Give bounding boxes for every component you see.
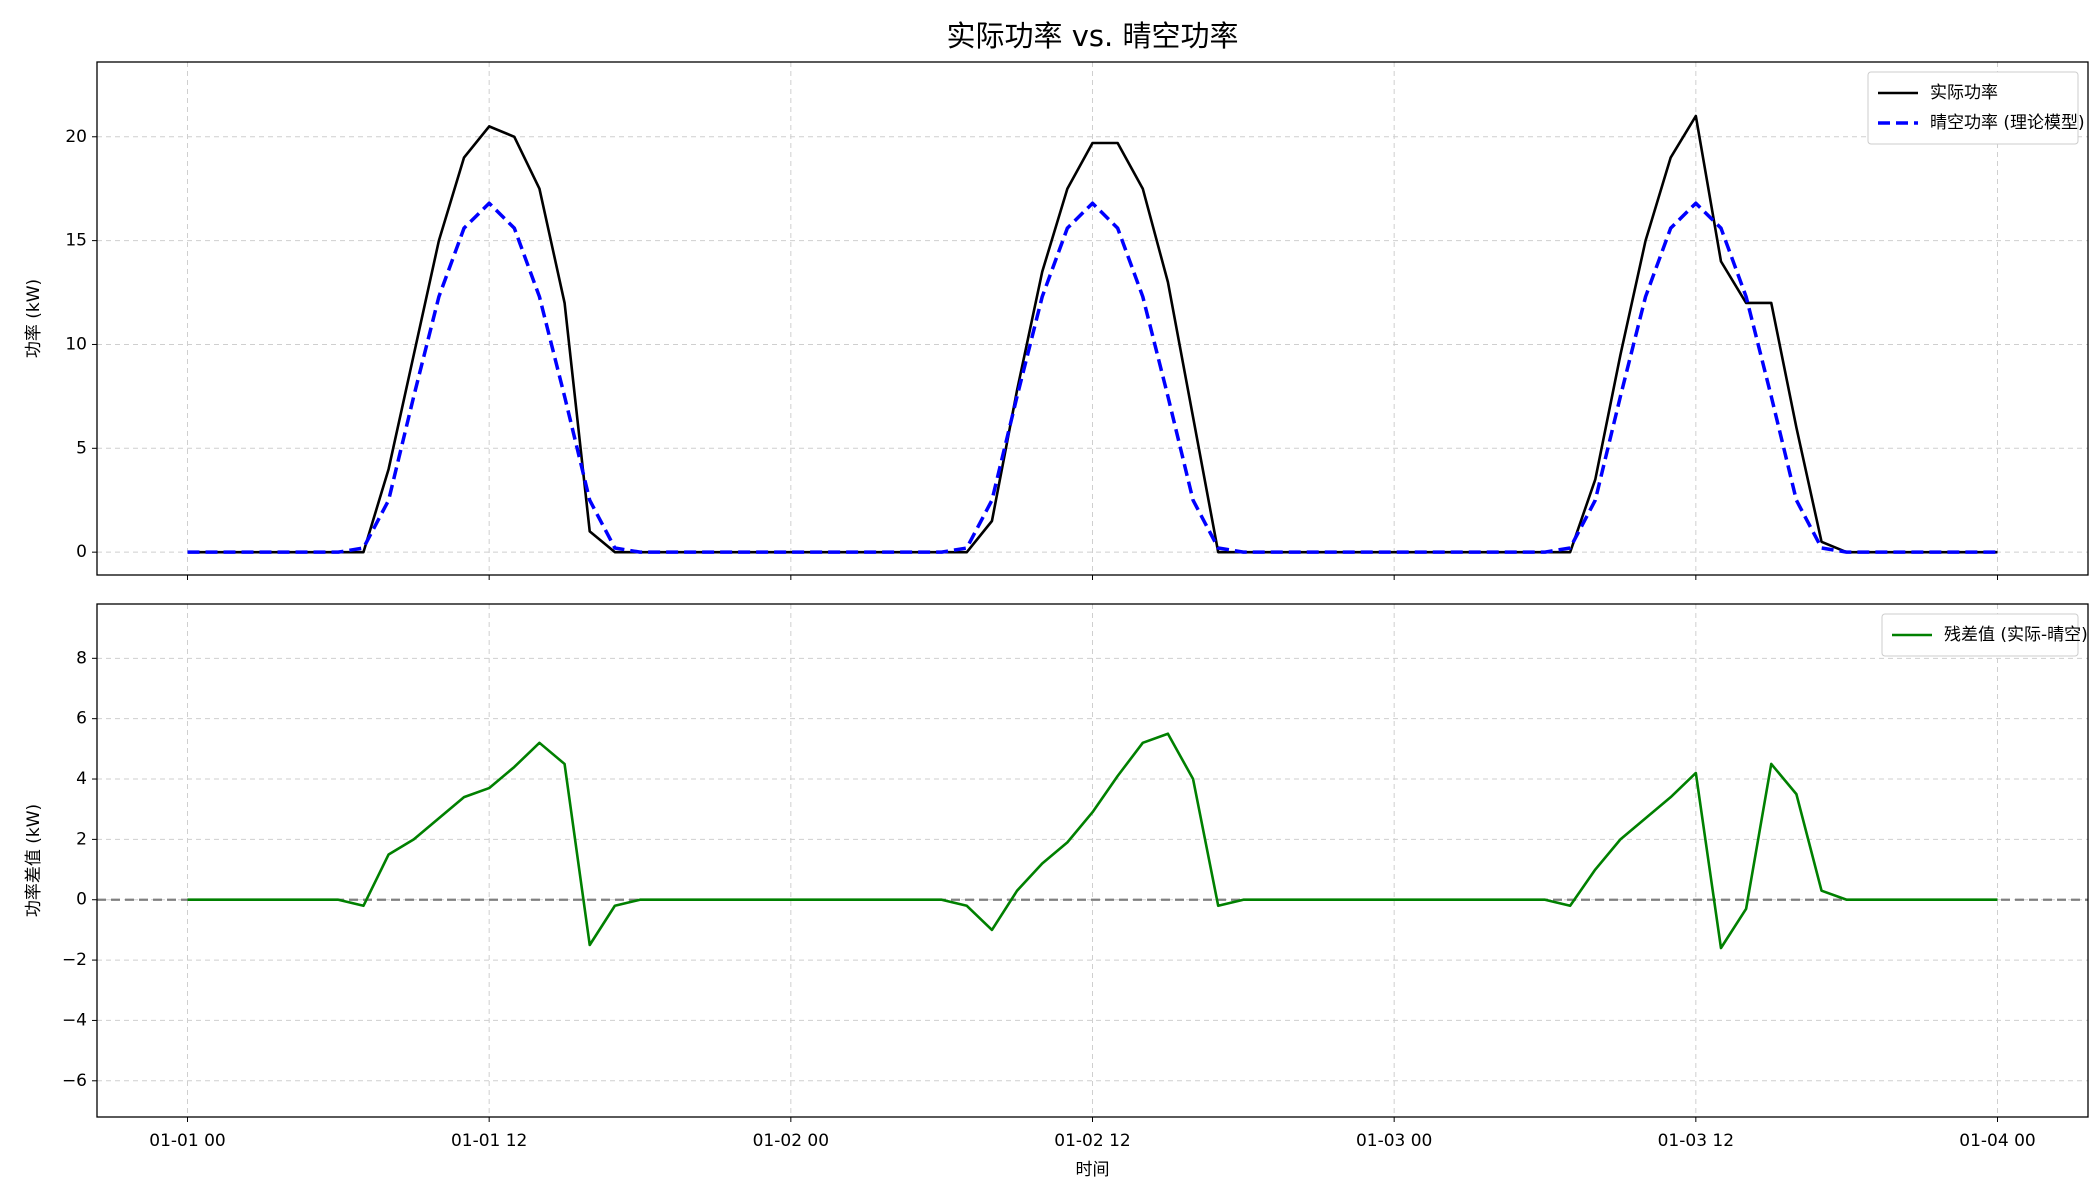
series-line [187, 114, 1998, 554]
legend: 残差值 (实际-晴空) [1881, 613, 2088, 657]
y-tick-label: 2 [76, 829, 87, 849]
x-tick-label: 01-04 00 [1959, 1131, 2035, 1151]
x-axis-label: 时间 [1076, 1160, 1110, 1180]
y-tick-label: 0 [76, 542, 87, 562]
plot-frame [96, 603, 2089, 1118]
x-tick-label: 01-02 12 [1054, 1131, 1130, 1151]
y-tick-label: −2 [62, 950, 87, 970]
plot-frame [96, 61, 2089, 576]
legend-box [1867, 71, 2079, 145]
y-tick-label: 6 [76, 709, 87, 729]
y-tick-label: 20 [65, 127, 87, 147]
y-tick-label: −4 [62, 1010, 87, 1030]
y-tick-label: 5 [76, 438, 87, 458]
series-line [187, 732, 1998, 950]
legend-label: 实际功率 [1930, 83, 1998, 103]
y-tick-label: 15 [65, 231, 87, 251]
x-tick-label: 01-01 00 [149, 1131, 225, 1151]
y-tick-label: 8 [76, 648, 87, 668]
legend-label: 晴空功率 (理论模型) [1930, 113, 2085, 133]
x-tick-label: 01-03 12 [1658, 1131, 1734, 1151]
legend-box [1881, 613, 2079, 657]
x-tick-label: 01-01 12 [451, 1131, 527, 1151]
chart-title: 实际功率 vs. 晴空功率 [947, 19, 1239, 53]
y-tick-label: 0 [76, 890, 87, 910]
y-tick-label: 4 [76, 769, 87, 789]
y-tick-label: −6 [62, 1071, 87, 1091]
y-axis-label: 功率 (kW) [24, 279, 44, 358]
series-line [187, 201, 1998, 554]
x-tick-label: 01-03 00 [1356, 1131, 1432, 1151]
legend-label: 残差值 (实际-晴空) [1944, 625, 2088, 645]
x-tick-label: 01-02 00 [753, 1131, 829, 1151]
y-axis-label: 功率差值 (kW) [24, 804, 44, 917]
y-tick-label: 10 [65, 334, 87, 354]
